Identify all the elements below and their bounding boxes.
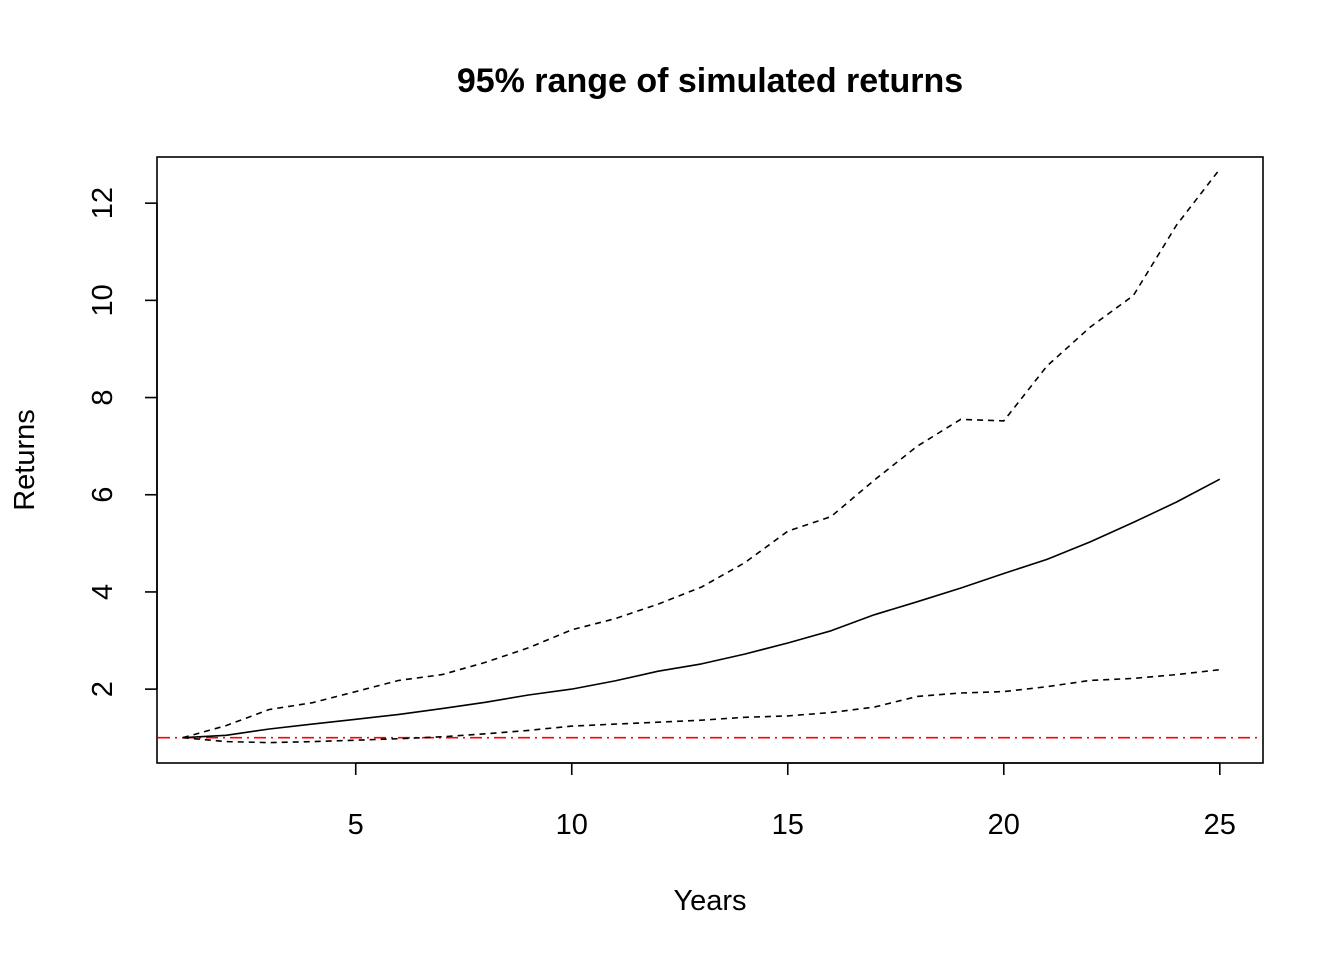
x-tick-label: 15 [772,809,804,841]
x-tick-label: 5 [348,809,364,841]
x-tick-label: 20 [988,809,1020,841]
y-tick-label: 8 [87,389,119,405]
y-tick-label: 10 [87,284,119,316]
x-axis-label: Years [673,885,746,917]
plot-frame [156,156,1264,764]
y-axis-label: Returns [9,409,41,511]
x-axis: 5 10 15 20 25 [348,762,1236,841]
median-line [182,478,1221,739]
y-tick-label: 6 [87,487,119,503]
y-axis: 2 4 6 8 10 12 [87,187,158,697]
x-tick-label: 25 [1204,809,1236,841]
x-tick-label: 10 [556,809,588,841]
y-tick-label: 2 [87,681,119,697]
plot-area [158,168,1262,744]
lower-bound-line [182,668,1220,744]
chart-title: 95% range of simulated returns [457,62,963,100]
y-tick-label: 4 [87,584,119,600]
y-tick-label: 12 [87,187,119,219]
upper-bound-line [182,168,1221,739]
